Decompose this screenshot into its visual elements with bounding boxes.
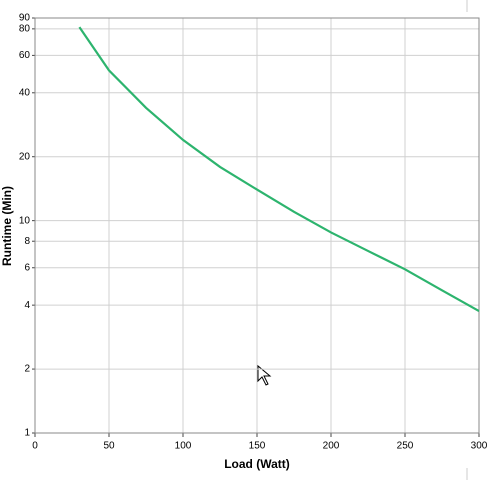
y-tick-label: 40 xyxy=(19,87,31,98)
y-tick-label: 4 xyxy=(24,300,30,311)
x-axis-label: Load (Watt) xyxy=(224,457,290,471)
y-axis-label: Runtime (Min) xyxy=(0,186,14,266)
plot-frame xyxy=(34,17,480,434)
x-tick-label: 300 xyxy=(471,441,488,452)
y-tick-label: 60 xyxy=(19,50,31,61)
mouse-cursor xyxy=(257,364,272,386)
x-tick-label: 100 xyxy=(175,441,192,452)
x-tick-label: 50 xyxy=(103,441,115,452)
y-tick-label: 6 xyxy=(24,262,30,273)
y-tick-label: 20 xyxy=(19,151,31,162)
y-tick-label: 1 xyxy=(24,428,30,439)
x-tick-label: 200 xyxy=(323,441,340,452)
y-tick-label: 2 xyxy=(24,364,30,375)
x-tick-label: 0 xyxy=(32,441,38,452)
runtime-line xyxy=(78,26,480,313)
x-tick-label: 250 xyxy=(397,441,414,452)
y-tick-label: 80 xyxy=(19,24,31,35)
y-tick-label: 90 xyxy=(19,13,31,24)
x-tick-label: 150 xyxy=(249,441,266,452)
y-tick-label: 10 xyxy=(19,215,31,226)
y-tick-label: 8 xyxy=(24,236,30,247)
